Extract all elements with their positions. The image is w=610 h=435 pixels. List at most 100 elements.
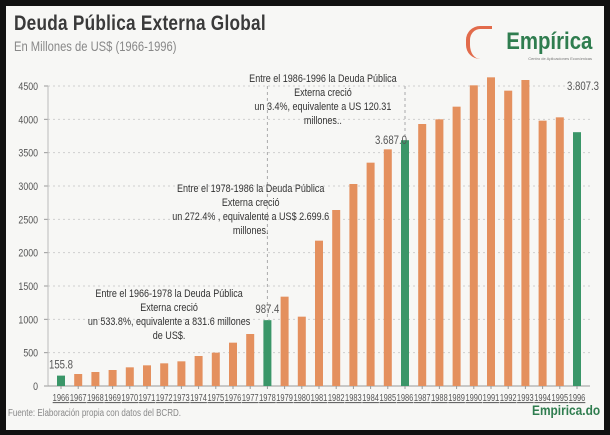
bar-1975 [211, 352, 220, 386]
x-tick-label: 1985 [379, 392, 396, 403]
annotation-line: Externa creció [221, 197, 280, 209]
annotation-1986-1996: Entre el 1986-1996 la Deuda Pública Exte… [249, 72, 396, 128]
bar-1984 [366, 162, 375, 386]
x-tick-label: 1988 [431, 392, 448, 403]
bar-1992 [504, 90, 513, 387]
bar-1971 [143, 365, 151, 386]
bar-1968 [91, 372, 100, 386]
bar-1981 [315, 240, 323, 386]
x-tick-label: 1996 [569, 392, 586, 403]
bar-1979 [280, 296, 289, 386]
bar-1988 [435, 119, 444, 386]
x-tick-label: 1994 [534, 392, 551, 403]
y-tick-label: 3500 [18, 148, 38, 160]
y-tick-label: 2500 [18, 214, 38, 226]
bar-1987 [418, 124, 427, 386]
x-tick-label: 1972 [156, 392, 173, 403]
data-label: 3.807.3 [567, 80, 599, 93]
empirica-logo: Empírica [505, 28, 592, 55]
chart-subtitle: En Millones de US$ (1966-1996) [14, 38, 177, 54]
x-tick-label: 1974 [190, 392, 207, 403]
x-tick-label: 1978 [259, 392, 276, 403]
bar-1977 [246, 334, 255, 386]
bar-1993 [521, 80, 530, 386]
bar-1978 [263, 320, 272, 386]
y-tick-label: 3000 [18, 181, 38, 193]
y-tick-label: 1500 [18, 281, 38, 293]
bar-1980 [297, 316, 306, 386]
annotation-line: un 533.8%, equivalente a 831.6 millones [87, 316, 251, 328]
bar-1976 [229, 342, 237, 386]
bar-1996 [573, 132, 581, 386]
chart-title: Deuda Pública Externa Global [14, 12, 266, 35]
x-tick-label: 1992 [500, 392, 517, 403]
x-tick-label: 1977 [242, 392, 259, 403]
annotation-line: un 272.4% , equivalente a US$ 2.699.6 [172, 211, 330, 223]
bar-1982 [332, 210, 341, 386]
x-tick-label: 1982 [328, 392, 345, 403]
bar-1969 [108, 370, 117, 386]
y-tick-label: 4500 [18, 81, 38, 93]
bar-1974 [194, 356, 203, 386]
bar-1989 [452, 106, 461, 387]
logo-swoosh-icon [466, 26, 492, 59]
annotation-1966-1978: Entre el 1966-1978 la Deuda Pública Exte… [88, 287, 250, 343]
annotation-1978-1986: Entre el 1978-1986 la Deuda Pública Exte… [172, 182, 329, 238]
annotation-line: Entre el 1978-1986 la Deuda Pública [176, 183, 325, 195]
x-tick-label: 1989 [448, 392, 465, 403]
bar-1985 [383, 149, 392, 386]
bar-1967 [74, 374, 83, 386]
annotation-line: Externa creció [294, 87, 352, 99]
bar-1970 [125, 367, 134, 386]
source-note: Fuente: Elaboración propia con datos del… [8, 408, 181, 419]
x-tick-label: 1966 [53, 392, 70, 403]
x-tick-label: 1976 [225, 392, 242, 403]
x-tick-label: 1971 [139, 392, 156, 403]
y-tick-label: 4000 [18, 114, 38, 126]
bar-1995 [555, 117, 564, 386]
bar-1990 [469, 85, 478, 386]
x-tick-label: 1986 [397, 392, 414, 403]
y-tick-label: 2000 [18, 248, 38, 260]
y-tick-label: 0 [33, 381, 38, 393]
x-tick-label: 1975 [207, 392, 224, 403]
annotation-line: un 3.4%, equivalente a US 120.31 [254, 101, 392, 113]
x-tick-label: 1970 [121, 392, 138, 403]
data-label: 987.4 [255, 303, 279, 316]
x-tick-label: 1979 [276, 392, 293, 403]
logo-tagline: Centro de Aplicaciones Económicas [528, 56, 592, 61]
data-label: 3.687.0 [375, 134, 407, 147]
x-tick-label: 1991 [483, 392, 500, 403]
y-tick-label: 500 [23, 348, 38, 360]
x-tick-label: 1995 [551, 392, 568, 403]
x-tick-label: 1980 [293, 392, 310, 403]
x-tick-label: 1967 [70, 392, 87, 403]
annotation-line: millones.. [303, 115, 342, 127]
bar-1973 [177, 361, 186, 386]
annotation-line: Entre el 1966-1978 la Deuda Pública [95, 288, 243, 300]
x-tick-label: 1984 [362, 392, 379, 403]
bar-1994 [538, 120, 547, 387]
bar-1986 [401, 140, 409, 386]
data-label: 155.8 [49, 359, 73, 372]
bar-1983 [349, 184, 358, 386]
bar-1972 [160, 363, 169, 386]
y-tick-label: 1000 [18, 314, 38, 326]
x-tick-label: 1969 [104, 392, 121, 403]
site-link[interactable]: Empirica.do [531, 402, 600, 418]
annotation-line: Externa creció [140, 302, 198, 314]
annotation-line: de US$. [152, 330, 186, 342]
x-tick-label: 1973 [173, 392, 190, 403]
bar-1991 [487, 77, 495, 386]
x-tick-label: 1983 [345, 392, 362, 403]
annotation-line: Entre el 1986-1996 la Deuda Pública [249, 73, 397, 85]
x-tick-label: 1981 [311, 392, 328, 403]
annotation-line: millones. [232, 225, 269, 237]
x-tick-label: 1993 [517, 392, 534, 403]
x-tick-label: 1990 [465, 392, 482, 403]
bar-1966 [57, 375, 65, 386]
x-tick-label: 1968 [87, 392, 104, 403]
x-tick-label: 1987 [414, 392, 431, 403]
